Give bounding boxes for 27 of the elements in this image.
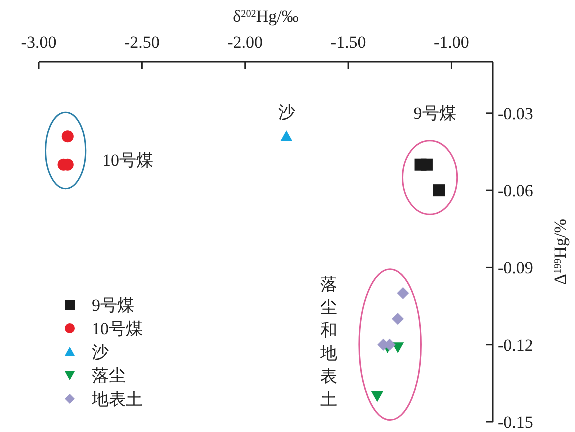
point bbox=[433, 184, 446, 197]
annotation: 落尘和地表土 bbox=[320, 275, 338, 409]
x-tick-label: -1.00 bbox=[434, 33, 470, 52]
x-tick-label: -2.50 bbox=[124, 33, 160, 52]
y-tick-label: -0.06 bbox=[498, 182, 534, 201]
legend-label: 落尘 bbox=[92, 366, 126, 386]
y-tick-label: -0.12 bbox=[498, 336, 534, 355]
point bbox=[392, 342, 404, 354]
annotation: 9号煤 bbox=[414, 104, 456, 123]
legend-label: 地表土 bbox=[91, 390, 143, 409]
annotation: 沙 bbox=[278, 103, 296, 122]
point bbox=[392, 313, 404, 326]
x-tick-label: -3.00 bbox=[21, 33, 57, 52]
legend-label: 沙 bbox=[92, 343, 109, 362]
legend-label: 10号煤 bbox=[92, 320, 143, 338]
point bbox=[397, 287, 410, 300]
point bbox=[420, 158, 433, 171]
legend-label: 9号煤 bbox=[92, 296, 134, 315]
y-tick-label: -0.03 bbox=[498, 104, 534, 124]
point bbox=[371, 391, 384, 402]
x-axis-title: δ$^{202}$Hg/‰ bbox=[233, 7, 299, 26]
x-tick-label: -2.00 bbox=[228, 33, 264, 52]
point bbox=[62, 130, 74, 143]
x-tick-label: -1.50 bbox=[330, 33, 366, 52]
annotation: 10号煤 bbox=[102, 151, 154, 170]
y-tick-label: -0.09 bbox=[498, 258, 534, 278]
y-tick-label: -0.15 bbox=[498, 413, 534, 432]
